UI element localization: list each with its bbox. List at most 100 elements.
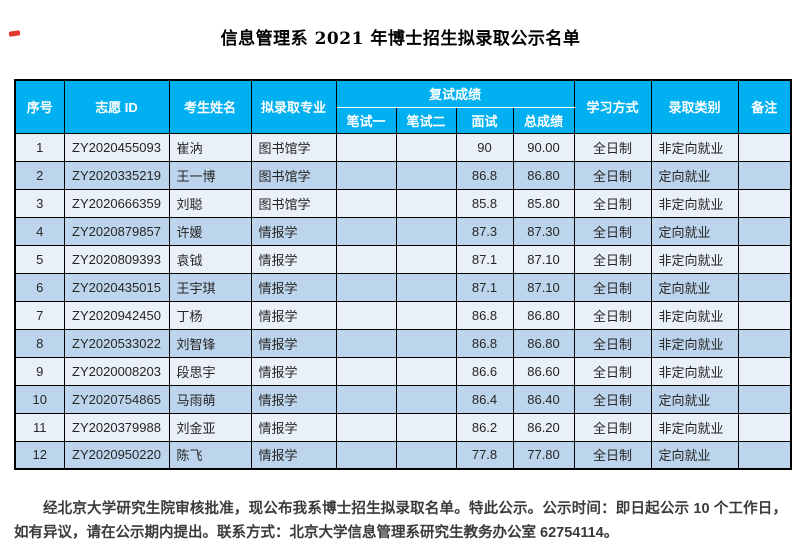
cell-seq: 12 (14, 440, 65, 470)
table-row: 2 ZY2020335219 王一博 图书馆学 86.8 86.80 全日制 定向就业 (14, 160, 792, 190)
cell-total: 87.10 (512, 244, 575, 274)
table-row: 10 ZY2020754865 马雨萌 情报学 86.4 86.40 全日制 定向就业 (14, 384, 792, 414)
cell-admission_type: 非定向就业 (650, 244, 739, 274)
cell-remarks (737, 188, 792, 218)
cell-seq: 3 (14, 188, 65, 218)
header-major: 拟录取专业 (250, 79, 337, 134)
header-id: 志愿 ID (63, 79, 170, 134)
cell-name: 马雨萌 (168, 384, 252, 414)
cell-name: 丁杨 (168, 300, 252, 330)
cell-written2 (395, 328, 457, 358)
cell-remarks (737, 328, 792, 358)
cell-study_mode: 全日制 (573, 188, 652, 218)
cell-interview: 87.3 (455, 216, 514, 246)
cell-major: 情报学 (250, 440, 337, 470)
table-header: 序号 志愿 ID 考生姓名 拟录取专业 复试成绩 学习方式 录取类别 备注 笔试… (14, 79, 792, 134)
cell-id: ZY2020942450 (63, 300, 170, 330)
cell-interview: 87.1 (455, 244, 514, 274)
cell-remarks (737, 356, 792, 386)
cell-total: 86.80 (512, 328, 575, 358)
cell-major: 情报学 (250, 244, 337, 274)
cell-written2 (395, 356, 457, 386)
cell-seq: 5 (14, 244, 65, 274)
cell-total: 85.80 (512, 188, 575, 218)
cell-interview: 86.8 (455, 160, 514, 190)
cell-major: 情报学 (250, 412, 337, 442)
table-row: 11 ZY2020379988 刘金亚 情报学 86.2 86.20 全日制 非定向就业 (14, 412, 792, 442)
cell-major: 情报学 (250, 328, 337, 358)
cell-name: 袁钺 (168, 244, 252, 274)
table-row: 7 ZY2020942450 丁杨 情报学 86.8 86.80 全日制 非定向就业 (14, 300, 792, 330)
header-study-mode: 学习方式 (573, 79, 652, 134)
cell-study_mode: 全日制 (573, 132, 652, 162)
cell-written2 (395, 188, 457, 218)
cell-major: 图书馆学 (250, 132, 337, 162)
cell-remarks (737, 216, 792, 246)
cell-total: 86.60 (512, 356, 575, 386)
cell-interview: 85.8 (455, 188, 514, 218)
cell-major: 情报学 (250, 300, 337, 330)
cell-remarks (737, 272, 792, 302)
cell-written1 (335, 300, 397, 330)
admission-table: 序号 志愿 ID 考生姓名 拟录取专业 复试成绩 学习方式 录取类别 备注 笔试… (14, 79, 793, 470)
cell-written1 (335, 272, 397, 302)
cell-name: 崔汭 (168, 132, 252, 162)
cell-id: ZY2020533022 (63, 328, 170, 358)
table-row: 9 ZY2020008203 段思宇 情报学 86.6 86.60 全日制 非定向就业 (14, 356, 792, 386)
table-row: 1 ZY2020455093 崔汭 图书馆学 90 90.00 全日制 非定向就业 (14, 132, 792, 162)
cell-remarks (737, 160, 792, 190)
cell-written2 (395, 384, 457, 414)
cell-written2 (395, 244, 457, 274)
cell-written1 (335, 188, 397, 218)
page-title: 信息管理系 2021 年博士招生拟录取公示名单 (220, 29, 581, 49)
cell-remarks (737, 384, 792, 414)
cell-study_mode: 全日制 (573, 272, 652, 302)
cell-interview: 86.8 (455, 300, 514, 330)
cell-total: 86.80 (512, 300, 575, 330)
cell-written1 (335, 440, 397, 470)
cell-seq: 1 (14, 132, 65, 162)
cell-remarks (737, 300, 792, 330)
cell-total: 86.80 (512, 160, 575, 190)
cell-seq: 8 (14, 328, 65, 358)
cell-interview: 86.8 (455, 328, 514, 358)
cell-study_mode: 全日制 (573, 440, 652, 470)
cell-admission_type: 非定向就业 (650, 188, 739, 218)
cell-admission_type: 非定向就业 (650, 300, 739, 330)
cell-total: 86.20 (512, 412, 575, 442)
cell-id: ZY2020335219 (63, 160, 170, 190)
cell-remarks (737, 440, 792, 470)
cell-seq: 7 (14, 300, 65, 330)
cell-interview: 87.1 (455, 272, 514, 302)
cell-remarks (737, 132, 792, 162)
table-row: 3 ZY2020666359 刘聪 图书馆学 85.8 85.80 全日制 非定向就业 (14, 188, 792, 218)
cell-study_mode: 全日制 (573, 160, 652, 190)
cell-written1 (335, 328, 397, 358)
header-admission-type: 录取类别 (650, 79, 739, 134)
cell-written1 (335, 216, 397, 246)
cell-study_mode: 全日制 (573, 384, 652, 414)
cell-seq: 6 (14, 272, 65, 302)
cell-id: ZY2020008203 (63, 356, 170, 386)
table-row: 8 ZY2020533022 刘智锋 情报学 86.8 86.80 全日制 非定向就业 (14, 328, 792, 358)
table-row: 4 ZY2020879857 许媛 情报学 87.3 87.30 全日制 定向就业 (14, 216, 792, 246)
cell-name: 王一博 (168, 160, 252, 190)
cell-name: 许媛 (168, 216, 252, 246)
cell-written1 (335, 244, 397, 274)
cell-name: 段思宇 (168, 356, 252, 386)
cell-admission_type: 定向就业 (650, 384, 739, 414)
cell-written2 (395, 412, 457, 442)
cell-study_mode: 全日制 (573, 300, 652, 330)
header-name: 考生姓名 (168, 79, 252, 134)
cell-written1 (335, 384, 397, 414)
table-row: 5 ZY2020809393 袁钺 情报学 87.1 87.10 全日制 非定向就业 (14, 244, 792, 274)
header-seq: 序号 (14, 79, 65, 134)
cell-id: ZY2020879857 (63, 216, 170, 246)
cell-id: ZY2020754865 (63, 384, 170, 414)
cell-written2 (395, 300, 457, 330)
header-remarks: 备注 (737, 79, 792, 134)
cell-admission_type: 非定向就业 (650, 328, 739, 358)
cell-written1 (335, 356, 397, 386)
cell-name: 刘智锋 (168, 328, 252, 358)
cell-study_mode: 全日制 (573, 216, 652, 246)
